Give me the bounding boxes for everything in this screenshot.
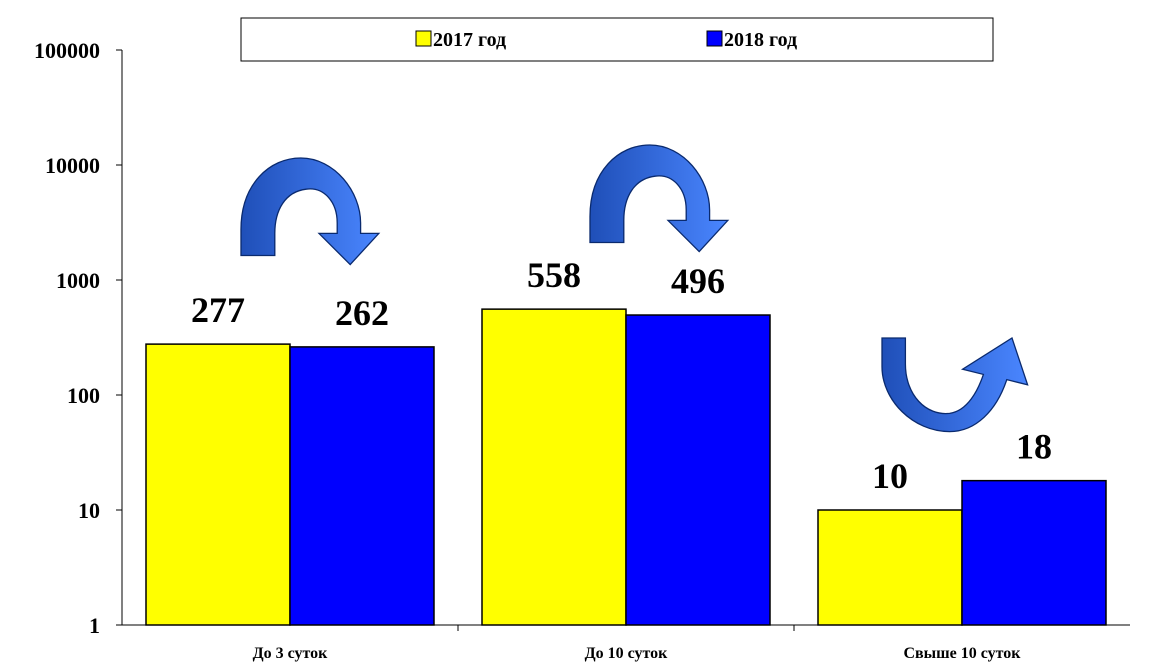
bar-2018-год-1 [625,314,771,626]
legend-box [240,17,994,62]
y-ticks: 1 10 100 1000 10000 100000 [34,38,122,638]
data-label: 558 [527,255,581,295]
category-label: До 10 суток [585,645,669,662]
bar-2018-год-0 [289,346,435,626]
legend: 2017 год 2018 год [240,17,994,62]
y-tick-label: 10 [78,498,100,523]
data-label: 10 [872,456,908,496]
trend-arrow-down-icon [240,157,381,266]
trend-arrow-up-icon [881,337,1029,433]
legend-swatch-2017 [415,30,432,47]
bar-2018-год-2 [961,479,1107,626]
legend-label-2017: 2017 год [433,29,506,51]
bar-2017-год-0 [145,343,291,626]
y-tick-label: 100000 [34,38,100,63]
category-label: Свыше 10 суток [903,645,1021,662]
y-tick-label: 1 [89,613,100,638]
category-labels: До 3 суток До 10 суток Свыше 10 суток [253,645,1022,662]
data-labels: 277 262 558 496 10 18 [191,255,1052,496]
category-label: До 3 суток [253,645,329,662]
data-label: 496 [671,261,725,301]
bars [145,308,1107,626]
y-tick-label: 100 [67,383,100,408]
trend-arrows [240,144,1029,433]
legend-swatch-2018 [706,30,723,47]
y-tick-label: 1000 [56,268,100,293]
trend-arrow-down-icon [589,144,730,253]
bar-2017-год-1 [481,308,627,626]
data-label: 262 [335,293,389,333]
legend-label-2018: 2018 год [724,29,797,51]
data-label: 277 [191,290,245,330]
bar-2017-год-2 [817,509,963,626]
data-label: 18 [1016,427,1052,467]
y-tick-label: 10000 [45,153,100,178]
x-category-ticks [457,625,795,631]
